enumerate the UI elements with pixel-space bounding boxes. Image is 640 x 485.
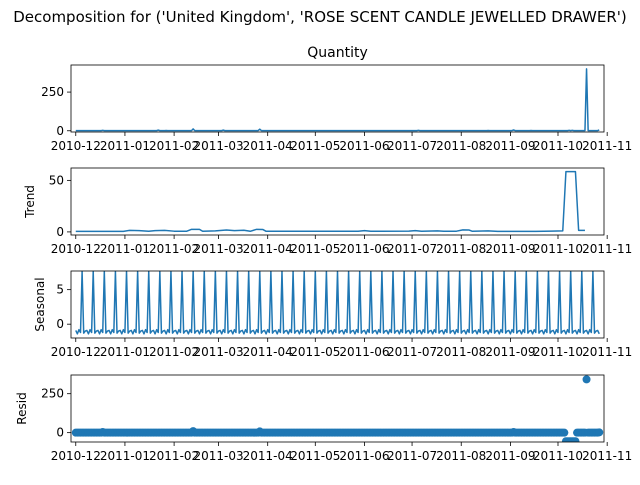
- x-tick-label: 2011-02: [149, 449, 199, 463]
- x-tick-label: 2011-10: [533, 242, 583, 256]
- x-tick-label: 2011-05: [290, 449, 340, 463]
- x-tick-label: 2011-09: [485, 345, 535, 359]
- x-tick-label: 2011-02: [149, 139, 199, 153]
- x-tick-label: 2011-11: [582, 139, 632, 153]
- panel-title: Quantity: [307, 45, 368, 61]
- x-tick-label: 2011-06: [339, 242, 389, 256]
- x-tick-label: 2011-08: [436, 449, 486, 463]
- x-tick-label: 2011-08: [436, 139, 486, 153]
- x-tick-label: 2011-04: [243, 242, 293, 256]
- x-tick-label: 2011-01: [100, 139, 150, 153]
- x-tick-label: 2011-03: [193, 242, 243, 256]
- x-tick-label: 2011-04: [243, 345, 293, 359]
- y-tick-label: 250: [41, 85, 64, 99]
- x-tick-label: 2011-10: [533, 345, 583, 359]
- x-tick-label: 2011-03: [193, 139, 243, 153]
- observed-series-line: [75, 68, 600, 132]
- x-tick-label: 2011-06: [339, 449, 389, 463]
- x-tick-label: 2011-08: [436, 242, 486, 256]
- y-tick-label: 250: [41, 387, 64, 401]
- x-tick-label: 2011-04: [243, 139, 293, 153]
- x-tick-label: 2011-01: [100, 449, 150, 463]
- x-tick-label: 2010-12: [51, 242, 101, 256]
- y-tick-label: 50: [49, 173, 64, 187]
- x-tick-label: 2011-09: [485, 139, 535, 153]
- x-tick-label: 2011-10: [533, 139, 583, 153]
- trend-axes-frame: [70, 167, 605, 236]
- y-tick-label: 0: [56, 225, 64, 239]
- x-tick-label: 2011-04: [243, 449, 293, 463]
- x-tick-label: 2011-06: [339, 345, 389, 359]
- x-tick-label: 2010-12: [51, 345, 101, 359]
- x-tick-label: 2011-05: [290, 345, 340, 359]
- resid-axes-frame: [70, 374, 605, 443]
- resid-point: [595, 428, 604, 437]
- resid-points: [71, 375, 604, 442]
- x-tick-label: 2011-07: [387, 449, 437, 463]
- seasonal-axes-frame: [70, 270, 605, 339]
- x-tick-label: 2011-06: [339, 139, 389, 153]
- x-tick-label: 2010-12: [51, 449, 101, 463]
- x-tick-label: 2011-11: [582, 242, 632, 256]
- x-tick-label: 2011-05: [290, 242, 340, 256]
- x-tick-label: 2011-10: [533, 449, 583, 463]
- x-tick-label: 2011-03: [193, 345, 243, 359]
- trend-ylabel: Trend: [23, 185, 37, 219]
- x-tick-label: 2011-11: [582, 345, 632, 359]
- x-tick-label: 2011-08: [436, 345, 486, 359]
- resid-point: [571, 437, 580, 442]
- trend-series-line: [75, 170, 585, 233]
- x-tick-label: 2011-01: [100, 345, 150, 359]
- x-tick-label: 2011-03: [193, 449, 243, 463]
- x-tick-label: 2011-09: [485, 242, 535, 256]
- x-tick-label: 2011-02: [149, 242, 199, 256]
- x-tick-label: 2011-07: [387, 139, 437, 153]
- x-tick-label: 2010-12: [51, 139, 101, 153]
- resid-ylabel: Resid: [15, 392, 29, 424]
- x-tick-label: 2011-02: [149, 345, 199, 359]
- seasonal-series-line: [75, 271, 600, 335]
- seasonal-ylabel: Seasonal: [33, 277, 47, 331]
- y-tick-label: 5: [56, 283, 64, 297]
- x-tick-label: 2011-09: [485, 449, 535, 463]
- x-tick-label: 2011-05: [290, 139, 340, 153]
- y-tick-label: 0: [56, 317, 64, 331]
- y-tick-label: 0: [56, 124, 64, 138]
- figure-title: Decomposition for ('United Kingdom', 'RO…: [13, 8, 627, 26]
- resid-point: [582, 375, 591, 384]
- resid-point: [560, 428, 569, 437]
- y-tick-label: 0: [56, 426, 64, 440]
- x-tick-label: 2011-07: [387, 345, 437, 359]
- x-tick-label: 2011-07: [387, 242, 437, 256]
- observed-axes-frame: [70, 64, 605, 133]
- x-tick-label: 2011-11: [582, 449, 632, 463]
- x-tick-label: 2011-01: [100, 242, 150, 256]
